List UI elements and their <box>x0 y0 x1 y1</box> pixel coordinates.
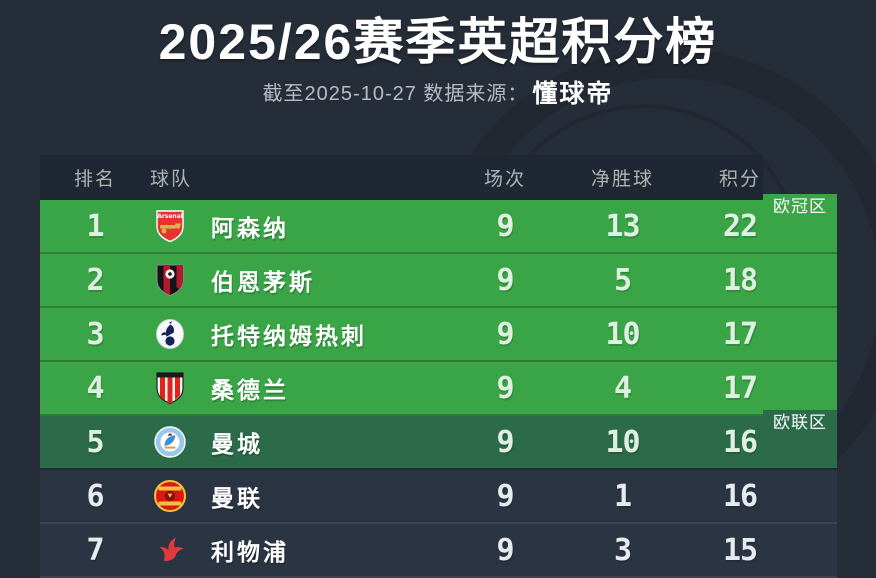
data-source-label: 懂球帝 <box>532 80 614 108</box>
team-cell: 伯恩茅斯 <box>150 261 450 299</box>
zone-label-champions: 欧冠区 <box>763 194 837 220</box>
subtitle-asof-text: 截至2025-10-27 数据来源： <box>262 83 529 105</box>
played-value: 9 <box>496 262 514 298</box>
played-value: 9 <box>496 370 514 406</box>
table-header-row: 排名 球队 场次 净胜球 积分 <box>40 155 837 200</box>
gd-value: 5 <box>613 262 632 298</box>
rank-value: 5 <box>86 424 104 460</box>
man-united-crest-icon <box>151 477 189 515</box>
team-cell: 利物浦 <box>150 531 450 569</box>
table-body: 1 Arsenal 阿森纳 9 13 22 欧冠区 2 伯恩茅斯 9 5 18 … <box>40 194 837 578</box>
points-value: 16 <box>722 424 758 460</box>
played-value: 9 <box>496 532 514 568</box>
points-value: 15 <box>722 532 758 568</box>
table-row: 1 Arsenal 阿森纳 9 13 22 欧冠区 <box>40 194 837 254</box>
gd-value: 4 <box>613 370 632 406</box>
team-name: 伯恩茅斯 <box>211 269 315 295</box>
rank-value: 4 <box>86 370 104 406</box>
points-value: 17 <box>722 370 758 406</box>
team-name: 托特纳姆热刺 <box>211 323 367 349</box>
team-cell: 托特纳姆热刺 <box>150 315 450 353</box>
arsenal-crest-icon: Arsenal <box>151 207 189 245</box>
standings-table: 排名 球队 场次 净胜球 积分 1 Arsenal 阿森纳 9 13 22 欧冠… <box>40 155 837 578</box>
team-name: 桑德兰 <box>211 377 289 403</box>
column-header-rank: 排名 <box>73 169 116 190</box>
table-row: 5 曼城 9 10 16 欧联区 <box>40 410 837 470</box>
gd-value: 13 <box>605 208 640 244</box>
rank-value: 7 <box>86 532 104 568</box>
team-name: 曼联 <box>211 485 263 511</box>
table-row: 4 桑德兰 9 4 17 <box>40 362 837 416</box>
page-title: 2025/26赛季英超积分榜 <box>158 14 718 70</box>
team-cell: Arsenal 阿森纳 <box>150 207 450 245</box>
column-header-team: 球队 <box>150 169 193 190</box>
table-row: 2 伯恩茅斯 9 5 18 <box>40 254 837 308</box>
points-value: 22 <box>722 208 758 244</box>
points-value: 16 <box>722 478 758 514</box>
column-header-played: 场次 <box>483 169 526 190</box>
team-cell: 桑德兰 <box>150 369 450 407</box>
bournemouth-crest-icon <box>151 261 189 299</box>
sunderland-crest-icon <box>151 369 189 407</box>
played-value: 9 <box>496 424 514 460</box>
gd-value: 10 <box>605 424 640 460</box>
table-row: 7 利物浦 9 3 15 <box>40 524 837 578</box>
points-value: 17 <box>722 316 758 352</box>
column-header-gd: 净胜球 <box>590 169 654 190</box>
rank-value: 6 <box>86 478 104 514</box>
table-row: 3 托特纳姆热刺 9 10 17 <box>40 308 837 362</box>
gd-value: 10 <box>605 316 640 352</box>
team-cell: 曼城 <box>150 423 450 461</box>
liverpool-crest-icon <box>151 531 189 569</box>
team-name: 利物浦 <box>211 539 289 565</box>
subtitle: 截至2025-10-27 数据来源： 懂球帝 <box>0 74 876 110</box>
points-value: 18 <box>722 262 758 298</box>
tottenham-crest-icon <box>151 315 189 353</box>
rank-value: 2 <box>86 262 104 298</box>
rank-value: 1 <box>86 208 104 244</box>
zone-label-europa: 欧联区 <box>763 410 837 436</box>
svg-text:Arsenal: Arsenal <box>157 213 183 220</box>
played-value: 9 <box>496 478 514 514</box>
gd-value: 1 <box>613 478 632 514</box>
rank-value: 3 <box>86 316 104 352</box>
played-value: 9 <box>496 208 514 244</box>
gd-value: 3 <box>613 532 632 568</box>
team-name: 曼城 <box>211 431 263 457</box>
man-city-crest-icon <box>151 423 189 461</box>
played-value: 9 <box>496 316 514 352</box>
column-header-points: 积分 <box>718 169 761 190</box>
table-row: 6 曼联 9 1 16 <box>40 470 837 524</box>
team-name: 阿森纳 <box>211 215 289 241</box>
team-cell: 曼联 <box>150 477 450 515</box>
